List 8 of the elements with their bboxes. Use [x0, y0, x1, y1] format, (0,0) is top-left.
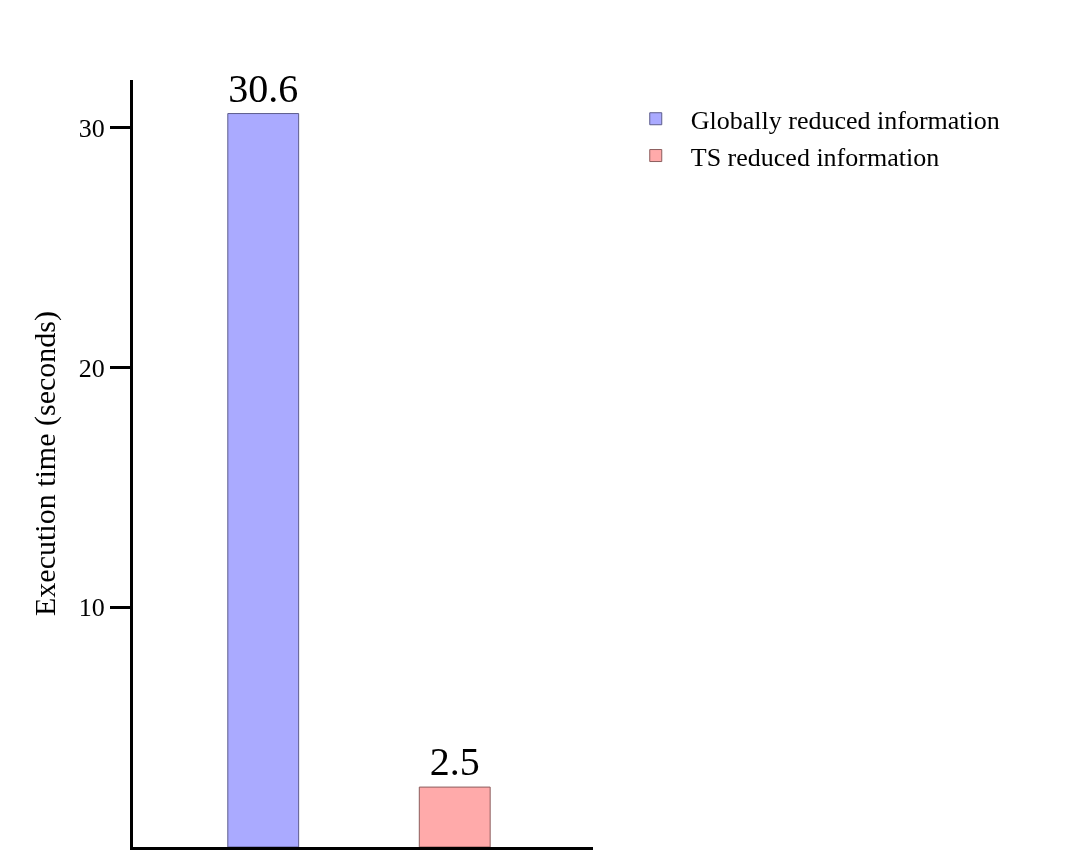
y-tick-label: 10	[78, 593, 105, 623]
legend-label: TS reduced information	[690, 142, 940, 172]
data-label: 2.5	[429, 739, 480, 785]
y-axis-title: Execution time (seconds)	[27, 311, 62, 616]
y-tick-label: 20	[78, 353, 105, 383]
legend-label: Globally reduced information	[690, 105, 1000, 135]
data-label: 30.6	[228, 65, 299, 111]
y-tick-label: 30	[78, 114, 105, 144]
